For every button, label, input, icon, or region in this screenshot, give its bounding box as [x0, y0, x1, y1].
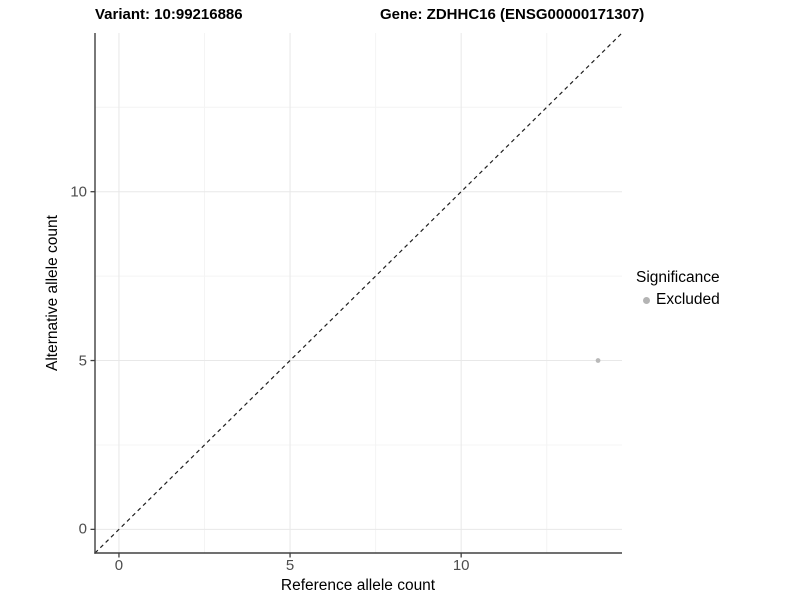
plot-title-gene: Gene: ZDHHC16 (ENSG00000171307)	[380, 6, 645, 23]
plot-title-variant: Variant: 10:99216886	[95, 6, 243, 23]
identity-line	[94, 32, 623, 554]
x-tick-label: 5	[285, 557, 295, 574]
legend-item-label: Excluded	[656, 291, 720, 308]
legend: Significance Excluded	[636, 269, 720, 309]
y-axis-title: Alternative allele count	[44, 215, 61, 371]
x-axis-title: Reference allele count	[280, 577, 436, 594]
legend-item: Excluded	[636, 291, 720, 309]
legend-key-dot-icon	[643, 296, 650, 304]
legend-title: Significance	[636, 269, 720, 286]
x-tick-label: 10	[452, 557, 470, 574]
y-tick-label: 5	[78, 352, 87, 370]
x-tick-label: 0	[114, 557, 124, 574]
y-tick-label: 10	[70, 183, 87, 201]
legend-items: Excluded	[636, 291, 720, 309]
y-tick-label: 0	[78, 520, 87, 538]
data-point	[595, 358, 601, 363]
